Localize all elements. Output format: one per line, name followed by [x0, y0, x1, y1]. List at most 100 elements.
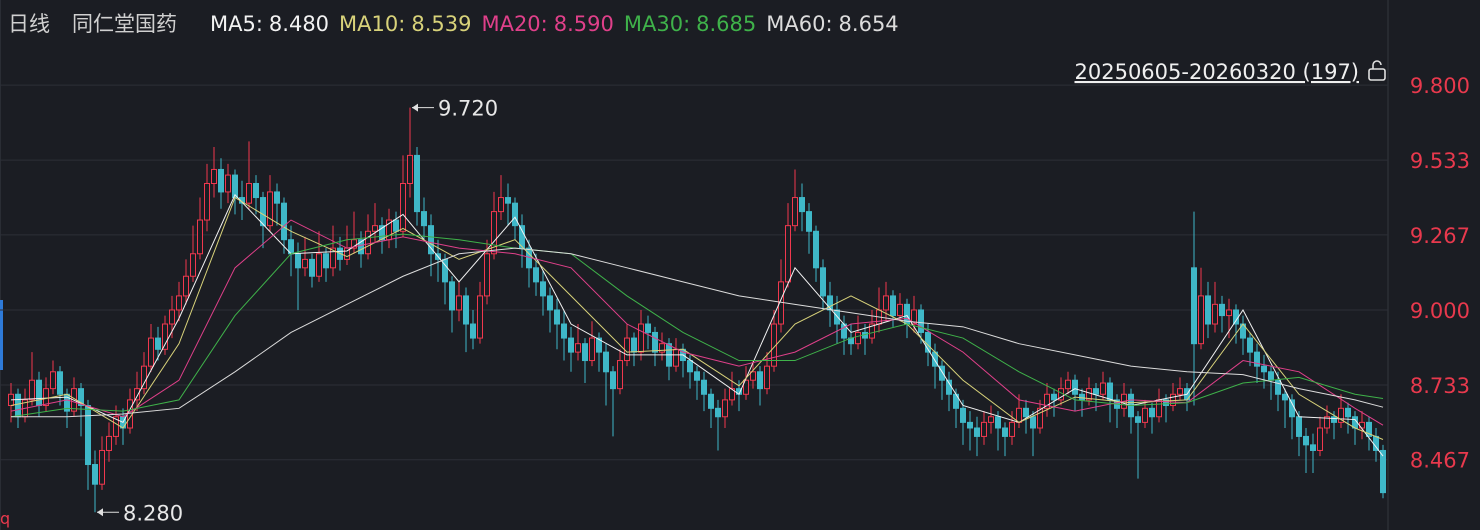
- candle-body: [561, 323, 567, 339]
- candle-body: [36, 379, 42, 407]
- ma-line: [10, 196, 1384, 440]
- candle-body: [813, 230, 819, 269]
- candle-body: [323, 253, 329, 269]
- candle-body: [806, 211, 812, 232]
- candle-body: [155, 337, 161, 350]
- candle-body: [225, 174, 231, 193]
- legend-value: 8.480: [269, 12, 329, 36]
- candle-body: [1149, 407, 1155, 418]
- candle-body: [183, 275, 189, 297]
- candle-body: [218, 168, 224, 193]
- candle-body: [393, 219, 399, 232]
- ma-line: [10, 219, 1384, 426]
- candle-body: [1317, 427, 1323, 451]
- candle-body: [582, 343, 588, 362]
- candle-body: [687, 360, 693, 373]
- period: 日线: [8, 12, 50, 36]
- candle-body: [1303, 435, 1309, 446]
- y-tick-label: 9.000: [1410, 299, 1470, 323]
- candle-body: [757, 371, 763, 390]
- candle-body: [1100, 382, 1106, 395]
- candle-body: [92, 464, 98, 485]
- candle-body: [519, 225, 525, 249]
- candle-body: [1093, 388, 1099, 395]
- candle-body: [99, 449, 105, 485]
- candle-body: [638, 323, 644, 353]
- candle-body: [1016, 407, 1022, 423]
- annotation-arrowhead: [412, 103, 418, 112]
- candle-body: [659, 343, 665, 353]
- candle-body: [799, 197, 805, 213]
- candle-body: [484, 253, 490, 297]
- candle-body: [589, 337, 595, 362]
- candle-body: [43, 388, 49, 407]
- candle-body: [1226, 309, 1232, 317]
- candle-body: [134, 388, 140, 401]
- candle-body: [631, 337, 637, 353]
- candle-body: [596, 337, 602, 353]
- ma-line: [11, 247, 1384, 418]
- candle-body: [981, 421, 987, 437]
- candle-body: [1247, 337, 1253, 353]
- candle-body: [316, 253, 322, 277]
- candle-body: [1366, 421, 1372, 437]
- candle-body: [764, 365, 770, 390]
- legend-value: 8.590: [554, 12, 614, 36]
- candle-body: [890, 295, 896, 317]
- candle-body: [372, 225, 378, 232]
- candle-body: [1142, 407, 1148, 423]
- legend-value: 8.539: [411, 12, 471, 36]
- candle-body: [617, 360, 623, 390]
- candle-body: [400, 183, 406, 232]
- legend-value: 8.685: [696, 12, 756, 36]
- y-tick-label: 9.800: [1410, 74, 1470, 98]
- candle-body: [1191, 267, 1197, 345]
- annotation-arrowhead: [97, 508, 103, 517]
- candle-body: [1345, 407, 1351, 418]
- candle-body: [491, 211, 497, 255]
- candle-body: [421, 211, 427, 227]
- annotation-label: 8.280: [123, 501, 183, 525]
- candle-body: [197, 219, 203, 255]
- candle-body: [176, 295, 182, 311]
- legend-name: MA5:: [210, 12, 263, 36]
- legend-name: MA30:: [624, 12, 690, 36]
- candle-body: [330, 247, 336, 269]
- candle-body: [1198, 295, 1204, 345]
- candle-body: [505, 197, 511, 204]
- candle-body: [547, 295, 553, 311]
- candle-body: [85, 405, 91, 466]
- candle-body: [1086, 388, 1092, 401]
- candle-body: [1219, 303, 1225, 317]
- ma-line: [10, 233, 1384, 418]
- candle-body: [974, 427, 980, 437]
- legend-name: MA20:: [481, 12, 547, 36]
- legend: MA5: 8.480 MA10: 8.539 MA20: 8.590 MA30: 8.685 M…: [210, 12, 899, 36]
- candle-body: [897, 303, 903, 317]
- y-tick-label: 9.533: [1410, 149, 1470, 173]
- candle-body: [792, 197, 798, 227]
- candle-body: [148, 337, 154, 367]
- candle-body: [274, 191, 280, 204]
- candle-body: [1009, 421, 1015, 437]
- range-label: 20250605-20260320 (197): [1075, 60, 1360, 84]
- candle-body: [820, 267, 826, 297]
- candle-body: [533, 267, 539, 283]
- candle-body: [610, 371, 616, 390]
- candle-body: [365, 230, 371, 255]
- legend-value: 8.654: [839, 12, 899, 36]
- candle-body: [113, 416, 119, 437]
- candle-body: [302, 258, 308, 269]
- candle-body: [694, 371, 700, 381]
- candle-body: [743, 379, 749, 395]
- y-tick-label: 8.733: [1410, 374, 1470, 398]
- candle-body: [1065, 379, 1071, 390]
- candle-body: [883, 295, 889, 311]
- candle-body: [673, 348, 679, 367]
- candle-body: [169, 309, 175, 325]
- y-tick-label: 8.467: [1410, 449, 1470, 473]
- candle-body: [295, 253, 301, 269]
- candle-body: [267, 191, 273, 227]
